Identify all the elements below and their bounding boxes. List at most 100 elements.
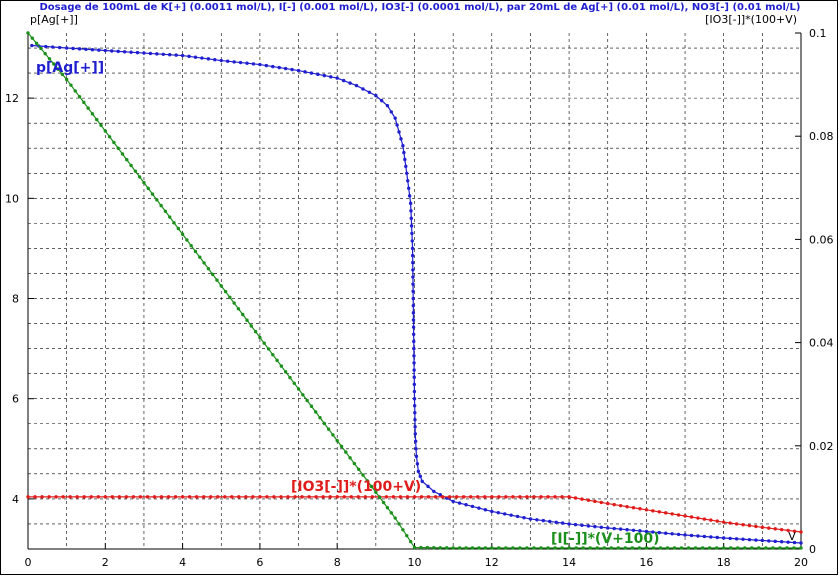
series-point [47, 495, 51, 499]
series-point [253, 330, 258, 334]
series-point [504, 546, 508, 550]
series-point [230, 495, 234, 499]
series-point [90, 112, 95, 116]
series-point [412, 361, 416, 365]
series-point [676, 532, 681, 537]
series-point [293, 495, 297, 499]
series-point [511, 546, 515, 550]
series-point [69, 83, 73, 87]
series-point [47, 57, 52, 61]
series-point [209, 495, 213, 499]
y-right-tick-label: 0.1 [809, 27, 827, 40]
series-point [185, 238, 189, 242]
series-point [477, 546, 481, 550]
x-tick-label: 10 [408, 556, 422, 569]
series-point [40, 495, 44, 499]
series-point [99, 123, 103, 128]
series-point [391, 495, 396, 499]
series-point [548, 519, 552, 524]
x-tick-label: 12 [485, 556, 499, 569]
series-point [258, 495, 262, 499]
series-point [385, 506, 390, 510]
series-point [168, 53, 172, 57]
series-point [103, 48, 108, 53]
series-1 [26, 495, 803, 534]
series-point [385, 103, 390, 108]
series-point [580, 497, 584, 501]
series-point [606, 501, 610, 506]
series-point [728, 521, 732, 525]
series-point [722, 520, 726, 524]
series-point [361, 87, 365, 91]
series-point [425, 545, 430, 550]
series-point [599, 525, 604, 529]
series-point [497, 546, 501, 550]
series-point [142, 180, 146, 185]
series-point [686, 546, 691, 550]
series-point [432, 546, 436, 550]
series-point [125, 158, 129, 162]
series-point [438, 493, 442, 497]
series-point [518, 546, 522, 550]
series-point [702, 534, 707, 539]
series-point [339, 444, 344, 449]
series-point [187, 495, 192, 499]
series-point [773, 539, 777, 544]
series-point [300, 495, 304, 499]
series-point [110, 49, 114, 53]
series-label-pag: p[Ag[+]] [36, 60, 104, 76]
series-point [401, 144, 405, 148]
series-point [432, 489, 436, 494]
series-point [416, 469, 421, 474]
series-point [361, 473, 365, 477]
series-point [657, 510, 661, 514]
series-point [747, 523, 752, 528]
series-point [133, 169, 138, 173]
series-point [412, 382, 417, 387]
series-point [75, 495, 79, 499]
series-layer [26, 31, 803, 550]
series-point [152, 495, 157, 499]
series-point [525, 546, 529, 550]
series-point [322, 421, 327, 426]
series-point [258, 62, 262, 67]
series-point [651, 530, 655, 534]
series-point [418, 474, 422, 479]
series-point [82, 100, 86, 105]
series-point [341, 78, 346, 83]
series-point [89, 495, 93, 499]
series-point [60, 72, 65, 76]
series-point [395, 123, 399, 127]
series-point [174, 53, 178, 57]
series-point [707, 546, 712, 550]
series-point [389, 110, 394, 114]
series-point [374, 93, 378, 98]
series-point [457, 546, 462, 550]
series-0 [30, 43, 803, 545]
series-point [412, 346, 416, 351]
series-point [77, 47, 82, 51]
series-point [415, 462, 420, 466]
series-point [631, 528, 636, 532]
series-point [33, 495, 37, 499]
series-point [729, 546, 733, 550]
series-point [683, 514, 687, 518]
series-point [286, 495, 290, 499]
series-point [411, 311, 416, 315]
series-point [595, 546, 599, 550]
series-point [223, 495, 227, 499]
series-point [116, 49, 120, 54]
series-point [715, 535, 719, 540]
series-point [369, 484, 374, 489]
series-point [602, 546, 606, 550]
series-point [638, 529, 642, 533]
series-point [799, 546, 803, 550]
series-point [454, 495, 459, 499]
series-point [679, 546, 684, 550]
series-point [173, 495, 178, 499]
series-point [535, 518, 539, 522]
series-point [528, 517, 533, 521]
series-point [279, 364, 284, 368]
series-point [747, 537, 752, 542]
series-point [496, 510, 500, 515]
